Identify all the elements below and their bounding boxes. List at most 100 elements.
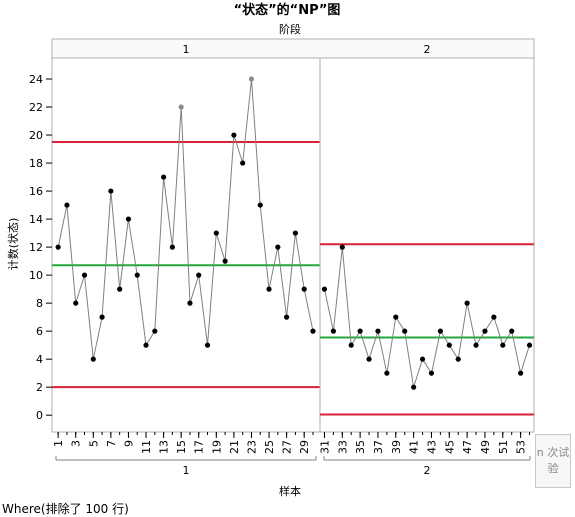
x-tick-label: 51 <box>497 440 510 454</box>
y-tick-label: 22 <box>29 101 43 114</box>
y-tick-label: 0 <box>36 409 43 422</box>
data-point <box>348 342 354 348</box>
data-point <box>402 328 408 334</box>
x-tick-label: 41 <box>408 440 421 454</box>
series-line <box>57 78 314 360</box>
x-tick-label: 19 <box>210 440 223 454</box>
data-point <box>204 342 211 348</box>
data-point <box>143 342 149 348</box>
x-tick-label: 43 <box>425 440 438 454</box>
data-point <box>266 286 272 292</box>
x-tick-label: 11 <box>140 440 153 454</box>
x-tick-label: 9 <box>122 440 135 447</box>
data-point <box>240 160 246 166</box>
where-filter-text: Where(排除了 100 行) <box>2 502 129 516</box>
data-point <box>482 328 488 334</box>
data-point <box>518 370 524 376</box>
data-point <box>108 188 114 194</box>
y-tick-label: 4 <box>36 353 43 366</box>
data-point <box>134 272 140 278</box>
phase-header <box>51 38 535 59</box>
x-tick-label: 5 <box>87 440 100 447</box>
data-point <box>384 370 390 376</box>
x-tick-label: 35 <box>354 440 367 454</box>
x-tick-label: 31 <box>318 440 331 454</box>
data-point <box>292 230 298 236</box>
y-tick-label: 2 <box>36 381 43 394</box>
data-point <box>152 328 158 334</box>
data-point <box>473 342 479 348</box>
data-point <box>321 286 328 292</box>
data-point <box>500 342 506 348</box>
data-point <box>310 328 316 334</box>
x-tick-label: 39 <box>390 440 403 454</box>
data-point <box>117 286 123 292</box>
data-point <box>160 174 167 180</box>
data-point <box>99 314 105 320</box>
x-tick-label: 25 <box>263 440 276 454</box>
data-point <box>73 300 79 306</box>
data-point <box>196 272 202 278</box>
x-tick-label: 37 <box>372 440 385 454</box>
y-tick-label: 24 <box>29 73 43 86</box>
x-tick-label: 53 <box>515 440 528 454</box>
x-tick-label: 45 <box>443 440 456 454</box>
y-axis-label: 计数(状态) <box>6 218 20 271</box>
data-point <box>464 300 470 306</box>
y-tick-label: 16 <box>29 185 43 198</box>
test-button-line1: n 次试 <box>536 446 570 459</box>
data-point <box>125 216 132 222</box>
data-point <box>366 356 372 362</box>
x-tick-label: 21 <box>228 440 241 454</box>
data-point <box>257 202 263 208</box>
y-tick-label: 20 <box>29 129 43 142</box>
y-tick-label: 12 <box>29 241 43 254</box>
x-tick-label: 15 <box>175 440 188 454</box>
data-point <box>339 244 345 250</box>
data-point <box>81 272 88 278</box>
data-point <box>455 356 461 362</box>
x-axis-label: 样本 <box>279 484 301 498</box>
data-point <box>248 76 255 82</box>
data-point <box>90 356 96 362</box>
x-tick-label: 1 <box>52 440 65 447</box>
phase-header-label: 2 <box>424 43 431 56</box>
data-point <box>419 356 426 362</box>
data-point <box>437 328 443 334</box>
data-point <box>330 328 336 334</box>
data-point <box>491 314 497 320</box>
x-tick-label: 3 <box>70 440 83 447</box>
x-tick-label: 23 <box>245 440 258 454</box>
data-point <box>178 104 184 110</box>
data-point <box>446 342 452 348</box>
x-tick-label: 17 <box>193 440 206 454</box>
y-tick-label: 8 <box>36 297 43 310</box>
data-point <box>222 258 228 264</box>
x-tick-label: 27 <box>281 440 294 454</box>
data-point <box>357 328 363 334</box>
data-point <box>213 230 219 236</box>
data-point <box>284 314 290 320</box>
data-point <box>526 342 533 348</box>
x-tick-label: 7 <box>105 440 118 447</box>
x-tick-label: 47 <box>461 440 474 454</box>
n-tests-button[interactable]: n 次试 验 <box>535 434 571 488</box>
data-point <box>393 314 399 320</box>
phase-axis-label: 阶段 <box>279 22 301 36</box>
data-point <box>301 286 307 292</box>
data-point <box>187 300 193 306</box>
phase-axis-value: 2 <box>424 464 431 477</box>
x-tick-label: 29 <box>298 440 311 454</box>
data-point <box>375 328 381 334</box>
phase-header-label: 1 <box>183 43 190 56</box>
data-point <box>231 132 237 138</box>
data-point <box>275 244 281 250</box>
data-point <box>411 384 417 390</box>
data-point <box>169 244 175 250</box>
x-tick-label: 33 <box>336 440 349 454</box>
y-tick-label: 10 <box>29 269 43 282</box>
y-tick-label: 18 <box>29 157 43 170</box>
data-point <box>64 202 70 208</box>
